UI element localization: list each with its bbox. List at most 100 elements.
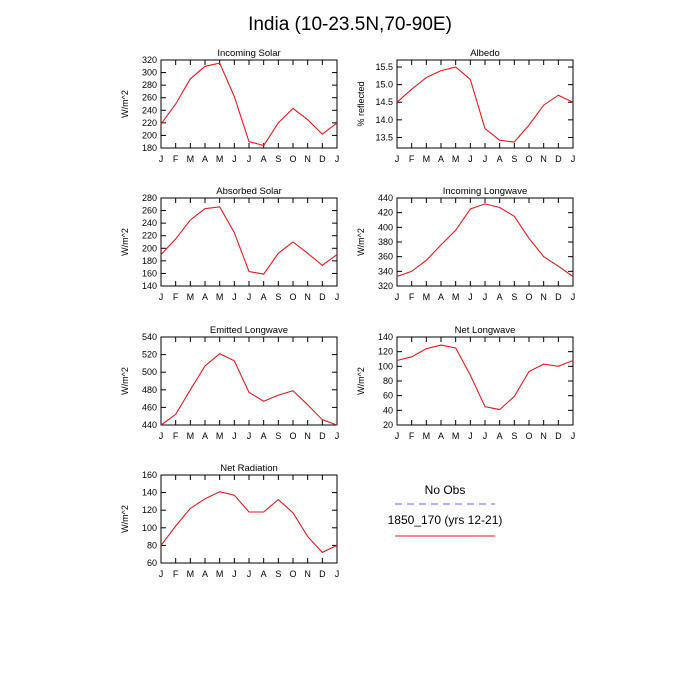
y-tick-label: 260 bbox=[142, 93, 157, 103]
series-line-1 bbox=[396, 344, 574, 411]
series-line-1 bbox=[396, 66, 574, 143]
legend: No Obs 1850_170 (yrs 12-21) bbox=[388, 483, 503, 537]
x-tick-label: M bbox=[216, 292, 224, 302]
y-axis-label: W/m^2 bbox=[356, 367, 366, 395]
series-line-1 bbox=[160, 206, 338, 275]
x-tick-label: F bbox=[173, 154, 179, 164]
y-tick-label: 300 bbox=[142, 68, 157, 78]
x-tick-label: F bbox=[173, 569, 179, 579]
x-tick-label: J bbox=[159, 154, 164, 164]
x-tick-label: A bbox=[438, 431, 444, 441]
x-tick-label: M bbox=[216, 569, 224, 579]
panel-title: Emitted Longwave bbox=[210, 325, 288, 336]
y-tick-label: 100 bbox=[378, 361, 393, 371]
y-tick-label: 340 bbox=[378, 266, 393, 276]
y-tick-label: 100 bbox=[142, 523, 157, 533]
panel-title: Net Longwave bbox=[455, 325, 516, 336]
x-tick-label: M bbox=[187, 569, 195, 579]
plot-frame bbox=[160, 474, 338, 564]
y-tick-label: 80 bbox=[147, 540, 157, 550]
x-tick-label: J bbox=[232, 292, 237, 302]
y-tick-label: 320 bbox=[378, 281, 393, 291]
x-tick-label: J bbox=[232, 154, 237, 164]
x-tick-label: O bbox=[289, 431, 296, 441]
plot-frame bbox=[396, 197, 574, 287]
x-tick-label: J bbox=[247, 292, 252, 302]
x-tick-label: D bbox=[319, 292, 326, 302]
x-tick-label: A bbox=[261, 154, 267, 164]
x-tick-label: S bbox=[275, 431, 281, 441]
y-tick-label: 280 bbox=[142, 193, 157, 203]
plot-frame bbox=[160, 336, 338, 426]
x-tick-label: J bbox=[247, 154, 252, 164]
x-tick-label: S bbox=[275, 154, 281, 164]
y-tick-label: 14.0 bbox=[375, 115, 393, 125]
y-tick-label: 220 bbox=[142, 231, 157, 241]
y-tick-label: 180 bbox=[142, 143, 157, 153]
y-tick-label: 520 bbox=[142, 350, 157, 360]
x-tick-label: J bbox=[335, 154, 340, 164]
x-tick-label: J bbox=[468, 292, 473, 302]
x-tick-label: M bbox=[216, 431, 224, 441]
x-tick-label: M bbox=[452, 154, 460, 164]
x-tick-label: N bbox=[304, 431, 311, 441]
x-tick-label: S bbox=[511, 292, 517, 302]
y-tick-label: 440 bbox=[142, 420, 157, 430]
x-tick-label: A bbox=[438, 154, 444, 164]
x-tick-label: J bbox=[395, 154, 400, 164]
x-tick-label: O bbox=[289, 569, 296, 579]
y-tick-label: 480 bbox=[142, 385, 157, 395]
y-tick-label: 15.0 bbox=[375, 80, 393, 90]
x-tick-label: S bbox=[511, 431, 517, 441]
y-tick-label: 200 bbox=[142, 243, 157, 253]
x-tick-label: M bbox=[187, 154, 195, 164]
x-tick-label: D bbox=[555, 154, 562, 164]
figure-title: India (10-23.5N,70-90E) bbox=[248, 14, 452, 35]
y-tick-label: 180 bbox=[142, 256, 157, 266]
y-tick-label: 140 bbox=[378, 332, 393, 342]
x-tick-label: A bbox=[261, 431, 267, 441]
x-tick-label: J bbox=[483, 292, 488, 302]
y-axis-label: W/m^2 bbox=[356, 228, 366, 256]
legend-model-label: 1850_170 (yrs 12-21) bbox=[388, 513, 503, 527]
plot-frame bbox=[160, 197, 338, 287]
y-tick-label: 280 bbox=[142, 80, 157, 90]
x-tick-label: N bbox=[304, 569, 311, 579]
y-axis-label: W/m^2 bbox=[120, 505, 130, 533]
x-tick-label: A bbox=[497, 431, 503, 441]
x-tick-label: J bbox=[335, 569, 340, 579]
x-tick-label: F bbox=[173, 292, 179, 302]
x-tick-label: F bbox=[409, 292, 415, 302]
legend-obs-label: No Obs bbox=[425, 483, 466, 497]
plot-frame bbox=[160, 59, 338, 149]
x-tick-label: J bbox=[468, 154, 473, 164]
y-tick-label: 40 bbox=[383, 405, 393, 415]
x-tick-label: O bbox=[525, 154, 532, 164]
y-tick-label: 220 bbox=[142, 118, 157, 128]
y-tick-label: 140 bbox=[142, 281, 157, 291]
x-tick-label: D bbox=[555, 431, 562, 441]
x-tick-label: N bbox=[540, 154, 547, 164]
y-axis-label: % reflected bbox=[356, 81, 366, 126]
x-tick-label: J bbox=[232, 569, 237, 579]
y-tick-label: 60 bbox=[147, 558, 157, 568]
y-tick-label: 15.5 bbox=[375, 62, 393, 72]
y-tick-label: 80 bbox=[383, 376, 393, 386]
panel-title: Albedo bbox=[470, 48, 500, 59]
y-tick-label: 160 bbox=[142, 268, 157, 278]
x-tick-label: J bbox=[571, 154, 576, 164]
panel-title: Incoming Solar bbox=[217, 48, 280, 59]
x-tick-label: F bbox=[409, 154, 415, 164]
y-tick-label: 140 bbox=[142, 488, 157, 498]
x-tick-label: J bbox=[159, 292, 164, 302]
x-tick-label: S bbox=[511, 154, 517, 164]
panel-title: Incoming Longwave bbox=[443, 186, 528, 197]
y-tick-label: 240 bbox=[142, 218, 157, 228]
x-tick-label: S bbox=[275, 569, 281, 579]
y-tick-label: 540 bbox=[142, 332, 157, 342]
